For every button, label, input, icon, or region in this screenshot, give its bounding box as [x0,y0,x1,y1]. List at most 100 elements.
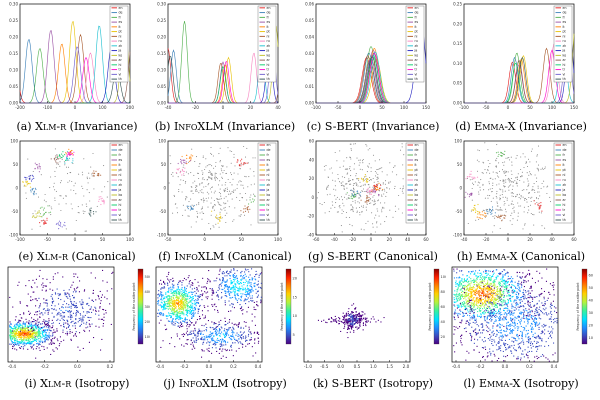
density-point [166,303,168,305]
embedding-point [201,170,203,172]
embedding-point [504,172,506,174]
density-point [31,317,33,319]
density-point [190,330,192,332]
density-point [58,293,60,295]
embedding-point [368,199,370,201]
density-point [43,302,45,304]
density-point [349,328,351,330]
density-point [23,336,25,338]
density-point [213,304,215,306]
density-point [63,339,65,341]
embedding-point [349,197,351,199]
density-point [217,289,219,291]
legend-box [553,142,573,224]
density-point [62,276,64,278]
density-point [178,305,180,307]
density-point [357,320,359,322]
density-point [19,331,21,333]
embedding-point [402,185,404,187]
embedding-point [352,190,354,192]
density-point [192,284,194,286]
embedding-point [350,149,352,151]
density-point [235,283,237,285]
density-point [191,288,193,290]
embedding-point [494,212,496,214]
embedding-point [212,206,214,208]
embedding-point [346,173,348,175]
density-point [203,338,205,340]
density-point [173,284,175,286]
embedding-point [353,163,356,165]
density-point [232,331,234,333]
density-point [82,303,84,305]
embedding-point [473,176,475,178]
density-point [32,291,34,293]
embedding-point [492,208,494,210]
density-point [59,319,61,321]
legend-label: th [563,218,566,222]
density-point [23,323,25,325]
density-point [195,321,197,323]
embedding-point [383,188,385,190]
density-point [195,292,197,294]
density-point [221,331,223,333]
density-point [229,291,231,293]
density-point [223,344,225,346]
embedding-point [202,172,204,174]
density-point [167,284,169,286]
embedding-point [59,154,61,156]
density-point [10,332,12,334]
density-point [221,296,223,298]
x-tick-label: -50 [483,105,490,110]
density-point [57,293,59,295]
embedding-point [214,172,216,174]
density-point [29,341,31,343]
embedding-point [500,209,502,211]
density-point [211,289,213,291]
density-point [187,323,189,325]
density-point [201,295,203,297]
density-point [252,300,254,302]
density-point [34,336,36,338]
density-point [45,285,47,287]
density-point [76,310,78,312]
legend-label: ar [415,58,419,62]
embedding-point [55,156,57,158]
embedding-point [211,210,213,212]
embedding-point [183,161,185,163]
embedding-point [380,184,382,186]
density-point [79,301,81,303]
density-point [194,333,196,335]
density-point [228,310,230,312]
embedding-point [208,164,210,166]
density-point [95,310,97,312]
density-point [176,321,178,323]
embedding-point [371,189,373,191]
embedding-point [367,180,369,183]
density-point [174,290,176,292]
y-tick-label: 0.06 [305,2,314,7]
density-point [53,309,55,311]
embedding-point [499,227,501,229]
density-point [29,328,31,330]
embedding-point [223,197,225,199]
embedding-point [488,189,490,191]
density-point [102,308,104,310]
density-point [203,325,205,327]
embedding-point [358,178,360,180]
embedding-point [348,216,351,219]
density-point [42,329,44,331]
embedding-point [477,210,479,213]
legend-label: ar [267,58,271,62]
density-point [32,299,34,301]
embedding-point [51,208,53,210]
density-point [240,299,242,301]
embedding-point [373,194,375,197]
density-point [158,290,160,292]
density-point [177,314,179,316]
density-point [173,298,175,300]
density-point [74,289,76,291]
embedding-point [25,192,27,194]
density-point [226,329,228,331]
embedding-point [356,192,358,194]
